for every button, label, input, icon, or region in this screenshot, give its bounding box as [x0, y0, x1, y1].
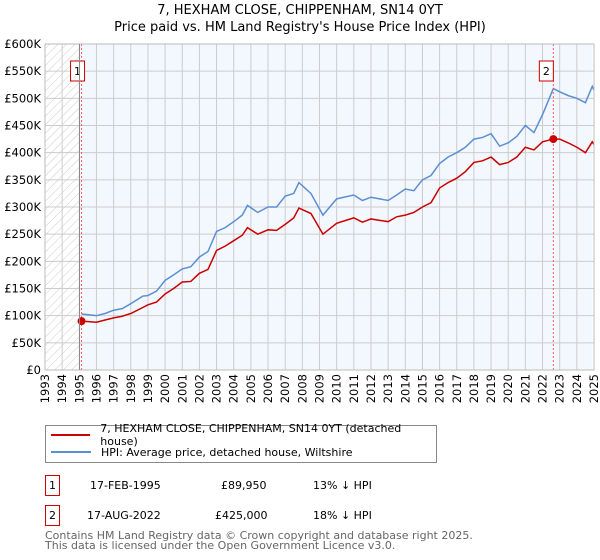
legend-swatch-blue [51, 451, 91, 453]
x-tick-label: 1998 [124, 374, 138, 403]
x-tick-label: 2002 [192, 374, 206, 403]
x-tick-label: 1993 [38, 374, 52, 403]
x-tick-label: 2013 [381, 374, 395, 403]
x-tick-label: 2015 [415, 374, 429, 403]
x-tick-label: 2022 [536, 374, 550, 403]
x-tick-label: 2007 [278, 374, 292, 403]
footer: Contains HM Land Registry data © Crown c… [45, 529, 473, 552]
x-tick-label: 1997 [107, 374, 121, 403]
x-tick-label: 2025 [587, 374, 600, 403]
marker-badge: 1 [45, 475, 60, 496]
price-line [81, 138, 595, 323]
x-tick-label: 2019 [484, 374, 498, 403]
x-tick-label: 1995 [72, 374, 86, 403]
chart-title: 7, HEXHAM CLOSE, CHIPPENHAM, SN14 0YT [157, 3, 443, 18]
y-tick-label: £500K [4, 91, 41, 105]
sale-point [77, 317, 86, 326]
y-tick-label: £50K [12, 336, 42, 350]
x-tick-label: 1999 [141, 374, 155, 403]
y-tick-label: £0 [26, 363, 41, 377]
x-tick-label: 2003 [210, 374, 224, 403]
x-tick-label: 2005 [244, 374, 258, 403]
chart-subtitle: Price paid vs. HM Land Registry's House … [114, 20, 486, 35]
hpi-diff: 13% ↓ HPI [313, 479, 372, 492]
y-tick-label: £250K [4, 227, 41, 241]
footer-line: Contains HM Land Registry data © Crown c… [45, 529, 473, 542]
x-tick-label: 1994 [55, 374, 69, 403]
x-tick-label: 2004 [227, 374, 241, 403]
y-tick-label: £100K [4, 309, 41, 323]
x-tick-label: 2016 [433, 374, 447, 403]
legend-item-property: 7, HEXHAM CLOSE, CHIPPENHAM, SN14 0YT (d… [51, 422, 436, 448]
x-tick-label: 2010 [330, 374, 344, 403]
plot-border [44, 43, 595, 371]
x-tick-label: 2000 [158, 374, 172, 403]
transaction-row: 2 17-AUG-2022 £425,000 18% ↓ HPI [45, 505, 445, 526]
y-tick-label: £600K [4, 37, 41, 51]
hpi-line [81, 84, 595, 317]
y-tick-label: £550K [4, 64, 41, 78]
x-tick-label: 2018 [467, 374, 481, 403]
x-tick-label: 2001 [175, 374, 189, 403]
legend: 7, HEXHAM CLOSE, CHIPPENHAM, SN14 0YT (d… [45, 422, 437, 463]
x-tick-label: 2023 [553, 374, 567, 403]
x-tick-label: 2020 [501, 374, 515, 403]
x-tick-label: 2008 [295, 374, 309, 403]
price-chart: 1 2 £0 £50K £100K £150K £200K £250K £300K £350K £4… [4, 37, 600, 403]
legend-label: 7, HEXHAM CLOSE, CHIPPENHAM, SN14 0YT (d… [100, 422, 402, 448]
x-tick-label: 1996 [89, 374, 103, 403]
legend-label: HPI: Average price, detached house, Wilt… [101, 445, 353, 459]
transaction-row: 1 17-FEB-1995 £89,950 13% ↓ HPI [45, 475, 445, 496]
price: £89,950 [221, 479, 267, 492]
legend-swatch-red [51, 434, 91, 436]
sale-label-box [70, 60, 86, 82]
hpi-diff: 18% ↓ HPI [313, 509, 372, 522]
x-tick-label: 2024 [570, 374, 584, 403]
x-tick-label: 2021 [518, 374, 532, 403]
x-tick-label: 2006 [261, 374, 275, 403]
price: £425,000 [215, 509, 268, 522]
sale-point [549, 135, 558, 144]
x-tick-label: 2009 [313, 374, 327, 403]
sale-label: 2 [543, 65, 550, 78]
x-tick-label: 2014 [398, 374, 412, 403]
x-tick-label: 2011 [347, 374, 361, 403]
date: 17-AUG-2022 [87, 509, 161, 522]
y-tick-label: £450K [4, 119, 41, 133]
sale-label: 1 [74, 65, 81, 78]
y-tick-label: £200K [4, 254, 41, 268]
x-tick-label: 2012 [364, 374, 378, 403]
y-tick-label: £150K [4, 282, 41, 296]
marker-badge: 2 [45, 505, 60, 526]
sale-label-box [538, 60, 554, 82]
y-tick-label: £350K [4, 173, 41, 187]
y-tick-label: £400K [4, 146, 41, 160]
x-tick-label: 2017 [450, 374, 464, 403]
date: 17-FEB-1995 [90, 479, 161, 492]
legend-item-hpi: HPI: Average price, detached house, Wilt… [51, 443, 353, 461]
footer-line: This data is licensed under the Open Gov… [45, 539, 396, 552]
y-tick-label: £300K [4, 200, 41, 214]
